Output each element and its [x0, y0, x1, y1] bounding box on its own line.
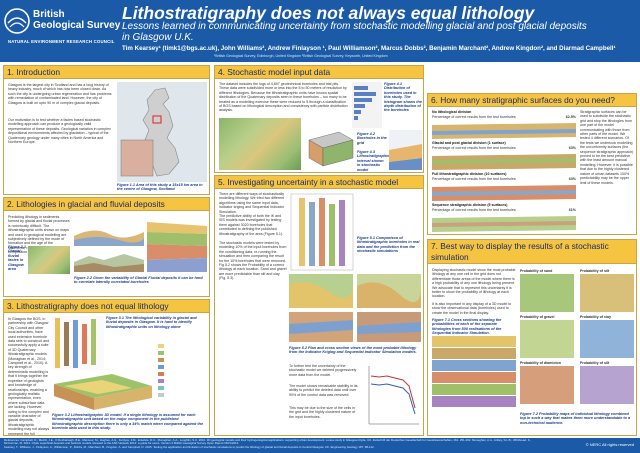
- borehole-location-map: [219, 118, 301, 170]
- logo-line1: British: [33, 9, 65, 20]
- figure-2-1-caption: Figure 2.1 Glacial fluvial facies in Gla…: [8, 245, 26, 272]
- poster-subtitle: Lessons learned in communicating uncerta…: [122, 21, 587, 43]
- uk-outline-icon: [117, 82, 207, 182]
- uncertainty-text-1: There are different ways of stochastical…: [219, 192, 285, 214]
- borehole-histogram: [352, 82, 382, 128]
- scenario-3-sub: Percentage of correct results from the t…: [432, 177, 516, 181]
- input-data-text: The dataset includes the logs of 4,897 g…: [219, 82, 348, 113]
- scenario-4-sub: Percentage of correct results from the t…: [432, 208, 516, 212]
- comparison-chart: [289, 192, 355, 272]
- section-title: 4. Stochastic model input data: [215, 66, 423, 79]
- map-label-1: Probability of sand: [520, 269, 553, 273]
- figure-1-1-caption: Figure 1.1 Area of this study a 15x15 km…: [117, 183, 203, 192]
- poster-header: British Geological Survey NATURAL ENVIRO…: [0, 0, 640, 62]
- figure-4-2-caption: Figure 4.2 Boreholes in the grid: [357, 132, 387, 145]
- logo-subtitle: NATURAL ENVIRONMENT RESEARCH COUNCIL: [8, 39, 115, 44]
- figure-3-1-caption: Figure 3.1 The lithological variability …: [106, 316, 197, 329]
- intro-text-1: Glasgow is the largest city in Scotland …: [8, 83, 112, 105]
- lithostrat-3d-model: [52, 372, 154, 412]
- scenario-1-title: No lithological division: [432, 110, 472, 114]
- section-title: 1. Introduction: [4, 66, 209, 79]
- scenario-2-title: Glacial and post glacial division (1 sur…: [432, 141, 506, 145]
- borehole-correlation-figure: [147, 214, 207, 272]
- section-display: 7. Best way to display the results of a …: [427, 239, 637, 436]
- figure-3-2-caption: Figure 3.2 Lithostratigraphic 3D model. …: [52, 413, 204, 431]
- scenario-4-model: [432, 214, 576, 232]
- poster-authors: Tim Kearsey¹ (timk1@bgs.ac.uk), John Wil…: [122, 45, 616, 52]
- intro-text-2: Our motivation is to test whether a faci…: [8, 118, 111, 145]
- uncertainty-text-6: This may be due to the size of the cells…: [289, 406, 356, 419]
- footer-copyright: © NERC All rights reserved: [585, 442, 634, 447]
- figure-4-1-caption: Figure 4.1 Distribution of boreholes use…: [384, 82, 422, 113]
- map-label-5: Probability of diamicton: [520, 361, 561, 365]
- scenario-1-value: 62.5%: [565, 115, 576, 119]
- probability-cross-sections: [432, 336, 516, 408]
- scenario-1-sub: Percentage of correct results from the t…: [432, 115, 516, 119]
- figure-5-2-caption: Figure 5.2 Plan and cross section views …: [289, 346, 417, 355]
- depth-model-slice: [389, 130, 422, 170]
- scenario-2-value: 63%: [568, 146, 576, 150]
- study-area-map: [117, 82, 207, 182]
- footer-references: References: Campbell, D., Merritt, J.E.,…: [4, 438, 532, 446]
- section-uncertainty: 5. Investigating uncertainty in a stocha…: [214, 175, 424, 436]
- figure-4-3-caption: Figure 4.3 Lithostratigraphic interval s…: [357, 150, 390, 172]
- map-label-6: Probability of silt: [580, 361, 610, 365]
- figure-5-1-caption: Figure 5.1 Comparison of lithostratigrap…: [357, 236, 420, 254]
- map-label-3: Probability of gravel: [520, 315, 555, 319]
- scenario-3-value: 63%: [568, 177, 576, 181]
- scenario-3-model: [432, 183, 576, 201]
- map-label-2: Probability of silt: [580, 269, 610, 273]
- map-label-4: Probability of clay: [580, 315, 611, 319]
- figure-7-2-caption: Figure 7.2 Probability maps of individua…: [520, 412, 631, 425]
- glasgow-photo-left: [28, 246, 70, 274]
- scenario-4-title: Sequence stratigraphic division (5 surfa…: [432, 203, 508, 207]
- uncertainty-text-2: The predictive ability of both the IK an…: [219, 214, 284, 236]
- lithostrat-legend: [156, 342, 206, 412]
- figure-2-2-caption: Figure 2.2 Given the variability of Glac…: [74, 276, 203, 285]
- section-title: 3. Lithostratigraphy does not equal lith…: [4, 300, 209, 313]
- display-text-1: Displaying stochastic model show the mos…: [432, 268, 516, 299]
- stochastic-grid-3d: [305, 130, 355, 170]
- section-title: 7. Best way to display the results of a …: [428, 240, 636, 264]
- section-title: 6. How many stratigraphic surfaces do yo…: [428, 94, 636, 107]
- scenario-1-model: [432, 121, 576, 139]
- section-title: 5. Investigating uncertainty in a stocha…: [215, 176, 423, 189]
- section-title: 2. Lithologies in glacial and fluvial de…: [4, 198, 209, 211]
- display-text-2: It is also important in any display of a…: [432, 302, 512, 315]
- poster-title: Lithostratigraphy does not always equal …: [122, 3, 535, 23]
- logo-line2: Geological Survey: [33, 20, 121, 31]
- poster-affiliation: ¹British Geological Survey, Edinburgh, U…: [214, 54, 388, 58]
- scenario-4-value: 61%: [568, 208, 576, 212]
- section-lithostratigraphy: 3. Lithostratigraphy does not equal lith…: [3, 299, 210, 436]
- fluvial-facies-diagram: [74, 214, 144, 246]
- uncertainty-text-4: To further test the uncertainty of the s…: [289, 364, 357, 377]
- footer-references-2: Kearsey, T., Williams, J., Finlayson, A.…: [4, 444, 375, 449]
- ik-sis-plan-views: [289, 274, 421, 344]
- section-surfaces: 6. How many stratigraphic surfaces do yo…: [427, 93, 637, 235]
- bgs-logo: British Geological Survey NATURAL ENVIRO…: [4, 6, 120, 52]
- probability-maps-grid: [520, 268, 634, 408]
- uncertainty-text-5: The model shows remarkable stability in …: [289, 384, 358, 397]
- scenario-3-title: Full lithostratigraphic division (10 sur…: [432, 172, 507, 176]
- data-deletion-chart: [363, 362, 421, 430]
- section-lithologies: 2. Lithologies in glacial and fluvial de…: [3, 197, 210, 297]
- section-input-data: 4. Stochastic model input data The datas…: [214, 65, 424, 173]
- scenario-2-model: [432, 152, 576, 170]
- section-introduction: 1. Introduction Glasgow is the largest c…: [3, 65, 210, 195]
- bgs-logo-icon: [4, 8, 30, 34]
- surfaces-side-text: Stratigraphic surfaces can be used to su…: [580, 110, 634, 185]
- glacial-facies-diagram: [74, 248, 144, 272]
- lithostratigraphy-text: In Glasgow the BGS, in partnership with …: [8, 317, 50, 436]
- uncertainty-text-3: The stochastic models were tested by mod…: [219, 241, 287, 281]
- figure-7-1-caption: Figure 7.1 Cross sections showing the pr…: [432, 318, 502, 336]
- poster-footer: References: Campbell, D., Merritt, J.E.,…: [0, 438, 640, 453]
- lithology-borehole-logs: [52, 316, 104, 370]
- scenario-2-sub: Percentage of correct results from the t…: [432, 146, 516, 150]
